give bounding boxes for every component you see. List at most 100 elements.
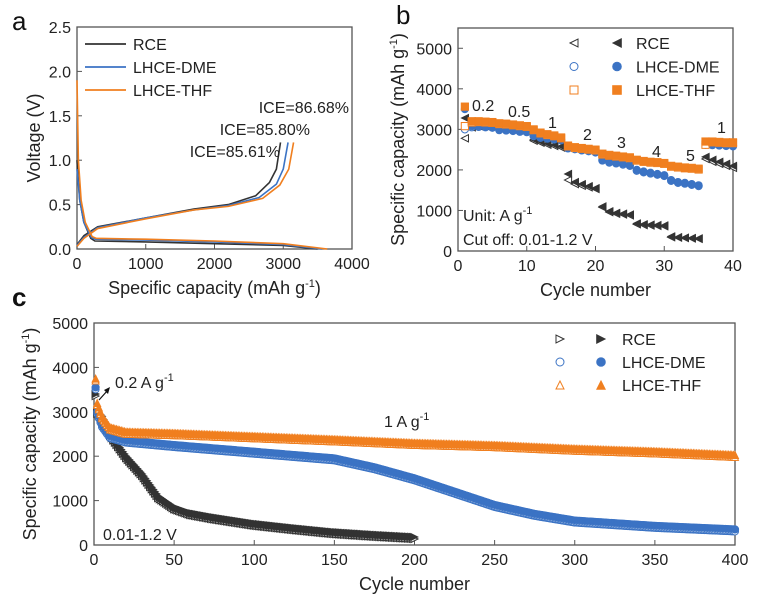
point-filled-rce <box>625 210 634 219</box>
ice-label-lhce-dme: ICE=85.80% <box>220 122 310 139</box>
point-filled-lhce-dme <box>667 175 676 185</box>
x-axis-label: Specific capacity (mAh g-1) <box>108 278 321 298</box>
point-filled-lhce-thf <box>632 155 641 164</box>
point-filled-rce <box>611 208 621 218</box>
panel-label-a: a <box>12 6 27 36</box>
legend-marker-filled-lhce-dme <box>596 357 606 367</box>
legend-label-rce: RCE <box>622 332 656 349</box>
point-filled-lhce-thf <box>625 153 634 162</box>
point-filled-lhce-dme <box>632 165 641 175</box>
point-filled-lhce-thf <box>488 117 497 127</box>
legend-marker-filled-lhce-thf <box>612 85 622 95</box>
point-filled-rce <box>597 202 607 211</box>
point-open-lhce-thf <box>460 122 469 131</box>
point-filled-lhce-dme <box>646 168 655 177</box>
y-axis-label: Specific capacity (mAh g-1) <box>388 33 408 246</box>
point-filled-lhce-thf <box>91 374 100 383</box>
rate-label-initial: 0.2 A g-1 <box>115 372 174 392</box>
y-tick-label: 3000 <box>52 405 88 422</box>
curve-lhce-dme-discharge <box>76 169 322 250</box>
y-tick-label: 0.0 <box>49 242 71 259</box>
point-filled-lhce-thf <box>730 450 740 459</box>
point-open-rce <box>563 175 573 185</box>
point-filled-lhce-dme <box>653 169 662 179</box>
point-filled-lhce-thf <box>618 152 628 161</box>
chart-c-cycling: 0 50 100 150 200 250 300 350 4000100020003000400… <box>20 316 748 594</box>
point-filled-lhce-thf <box>639 156 648 166</box>
point-filled-rce <box>721 159 731 169</box>
y-tick-label: 1.5 <box>49 109 71 126</box>
ice-label-lhce-thf: ICE=86.68% <box>259 100 349 117</box>
point-filled-lhce-dme <box>730 525 740 534</box>
y-tick-label: 2.5 <box>49 20 71 37</box>
point-filled-rce <box>728 161 738 171</box>
point-filled-rce <box>584 181 593 191</box>
point-filled-lhce-dme <box>673 177 683 187</box>
y-tick-label: 1000 <box>52 494 88 511</box>
point-filled-rce <box>577 179 586 189</box>
point-filled-lhce-dme <box>680 178 689 187</box>
point-filled-rce <box>707 155 717 165</box>
x-tick-label: 1000 <box>128 256 164 273</box>
ice-label-rce: ICE=85.61% <box>190 144 280 161</box>
point-filled-rce <box>714 157 724 167</box>
legend-marker-open-lhce-dme <box>555 357 565 367</box>
legend-marker-open-lhce-thf <box>569 85 579 95</box>
y-tick-label: 3000 <box>416 122 452 139</box>
point-filled-rce <box>701 152 710 162</box>
legend-marker-filled-lhce-thf <box>596 379 606 390</box>
y-tick-label: 0 <box>443 244 452 261</box>
legend-label-lhce-dme: LHCE-DME <box>622 355 706 372</box>
x-tick-label: 350 <box>642 552 669 569</box>
point-filled-rce <box>604 206 614 216</box>
y-tick-label: 1000 <box>416 203 452 220</box>
point-filled-lhce-thf <box>515 121 524 130</box>
x-tick-label: 50 <box>165 552 183 569</box>
point-filled-lhce-dme <box>625 160 634 170</box>
x-axis-label: Cycle number <box>540 280 651 300</box>
x-tick-label: 400 <box>722 552 749 569</box>
panel-label-c: c <box>12 282 26 312</box>
unit-note: Unit: A g-1 <box>463 205 532 225</box>
point-filled-lhce-thf <box>495 119 504 128</box>
point-filled-lhce-thf <box>591 145 600 154</box>
y-tick-label: 4000 <box>52 360 88 377</box>
point-filled-lhce-thf <box>536 128 545 137</box>
point-open-rce <box>460 133 469 143</box>
rate-label: 3 <box>617 135 626 152</box>
rate-label-main: 1 A g-1 <box>384 411 429 431</box>
x-tick-label: 10 <box>518 258 536 275</box>
rate-label: 4 <box>652 144 661 161</box>
y-tick-label: 2000 <box>52 449 88 466</box>
voltage-window-label: 0.01-1.2 V <box>103 527 177 544</box>
y-tick-label: 0.5 <box>49 198 71 215</box>
x-axis-label: Cycle number <box>359 574 470 594</box>
x-tick-label: 0 <box>73 256 82 273</box>
point-filled-lhce-thf <box>728 138 738 147</box>
point-filled-lhce-thf <box>474 117 483 126</box>
legend-label-rce: RCE <box>133 37 167 54</box>
rate-label: 0.2 <box>472 98 494 115</box>
point-filled-lhce-thf <box>667 161 676 170</box>
point-filled-lhce-thf <box>550 131 559 140</box>
point-filled-lhce-dme <box>660 171 669 180</box>
point-filled-lhce-dme <box>91 383 100 392</box>
point-filled-rce <box>659 221 669 230</box>
point-filled-rce <box>618 209 628 218</box>
x-tick-label: 300 <box>561 552 588 569</box>
point-filled-lhce-thf <box>481 117 490 126</box>
point-filled-rce <box>632 219 641 228</box>
point-filled-lhce-thf <box>508 120 518 129</box>
point-filled-lhce-thf <box>557 133 566 142</box>
legend-marker-open-lhce-thf <box>555 379 565 390</box>
legend-marker-filled-rce <box>596 334 607 344</box>
rate-label: 1 <box>717 120 726 137</box>
point-filled-lhce-thf <box>687 163 696 172</box>
point-filled-lhce-dme <box>639 167 648 176</box>
point-filled-lhce-thf <box>660 158 669 168</box>
point-filled-lhce-thf <box>584 144 593 153</box>
curve-lhce-thf-charge <box>76 142 295 247</box>
cutoff-note: Cut off: 0.01-1.2 V <box>463 232 593 249</box>
rate-label: 0.5 <box>508 104 530 121</box>
rate-label: 1 <box>548 115 557 132</box>
